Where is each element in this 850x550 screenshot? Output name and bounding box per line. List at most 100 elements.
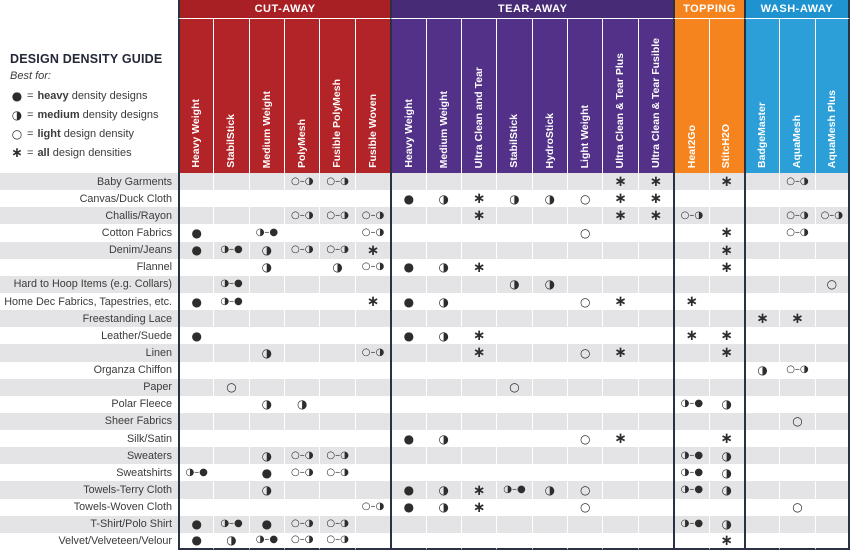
density-cell-empty — [284, 361, 319, 379]
density-cell-medium: ◑ — [248, 258, 284, 276]
column-header: Ultra Clean & Tear Plus — [602, 19, 638, 173]
density-cell-empty — [390, 310, 426, 328]
density-cell-light: ○ — [567, 190, 602, 208]
column-header: StabilStick — [496, 19, 532, 173]
density-cell-empty — [248, 378, 285, 396]
density-cell-empty — [779, 395, 814, 413]
density-cell-medium: ◑ — [496, 275, 532, 293]
density-cell-empty — [213, 447, 249, 465]
row-label: Baby Garments — [0, 173, 178, 191]
density-cell-empty — [390, 412, 426, 431]
density-cell-empty — [637, 464, 673, 482]
column-header-label: Light Weight — [578, 104, 591, 168]
density-cell-empty — [390, 532, 426, 550]
density-cell-empty — [460, 412, 497, 431]
density-cell-empty — [743, 275, 780, 293]
group-header-topping: TOPPING — [673, 0, 744, 19]
density-cell-empty — [354, 515, 391, 533]
density-cell-empty — [319, 412, 355, 431]
density-cell-empty — [284, 430, 319, 448]
density-cell-empty — [178, 481, 214, 499]
density-cell-empty — [496, 258, 531, 276]
density-cell-medium: ◑ — [708, 515, 744, 533]
density-cell-empty — [602, 327, 637, 345]
density-cell-empty — [567, 275, 603, 293]
density-cell-empty — [460, 173, 497, 191]
density-cell-empty — [354, 275, 391, 293]
density-cell-light-medium: ○–◑ — [779, 207, 815, 225]
density-cell-all: ∗ — [460, 190, 496, 208]
density-cell-empty — [567, 173, 603, 191]
density-cell-empty — [708, 292, 744, 311]
density-cell-all: ∗ — [460, 327, 496, 345]
density-cell-medium: ◑ — [425, 190, 461, 208]
density-cell-empty — [425, 412, 461, 431]
density-cell-empty — [743, 430, 779, 448]
density-cell-empty — [354, 395, 390, 413]
density-cell-all: ∗ — [637, 173, 674, 191]
density-cell-empty — [637, 361, 673, 379]
density-cell-all: ∗ — [460, 498, 496, 516]
density-cell-empty — [673, 241, 709, 259]
density-cell-all: ∗ — [637, 190, 673, 208]
row-label: Velvet/Velveteen/Velour — [58, 535, 172, 548]
density-cell-empty — [248, 430, 284, 448]
density-cell-empty — [531, 224, 567, 242]
density-cell-empty — [637, 292, 673, 311]
density-cell-empty — [602, 224, 637, 242]
density-cell-empty — [743, 241, 780, 259]
density-cell-light-medium: ○–◑ — [354, 344, 391, 362]
density-cell-empty — [319, 378, 355, 396]
row-label: Leather/Suede — [101, 329, 172, 342]
density-cell-empty — [496, 241, 532, 259]
density-cell-empty — [743, 292, 779, 311]
density-cell-empty — [567, 258, 602, 276]
density-cell-empty — [602, 378, 638, 396]
density-cell-empty — [425, 173, 461, 191]
density-cell-heavy: ● — [178, 224, 213, 242]
density-cell-light-medium: ○–◑ — [354, 207, 391, 225]
density-cell-empty — [460, 241, 497, 259]
column-header: StitcH2O — [708, 19, 744, 173]
density-cell-empty — [354, 327, 390, 345]
column-header: Fusible PolyMesh — [319, 19, 355, 173]
density-cell-empty — [567, 447, 603, 465]
density-cell-empty — [178, 361, 213, 379]
density-cell-empty — [673, 412, 709, 431]
row-label: Hard to Hoop Items (e.g. Collars) — [0, 275, 178, 293]
density-cell-empty — [178, 310, 214, 328]
density-cell-empty — [779, 327, 814, 345]
column-header: HydroStick — [531, 19, 568, 173]
density-cell-empty — [354, 481, 391, 499]
density-cell-empty — [637, 310, 674, 328]
density-cell-empty — [460, 292, 496, 311]
density-cell-empty — [567, 327, 602, 345]
density-cell-all: ∗ — [708, 258, 744, 276]
density-cell-empty — [708, 310, 744, 328]
density-cell-all: ∗ — [602, 207, 638, 225]
density-cell-empty — [531, 532, 568, 550]
density-cell-empty — [284, 327, 319, 345]
density-cell-empty — [390, 395, 425, 413]
density-cell-empty — [354, 430, 390, 448]
column-header-label: PolyMesh — [296, 118, 309, 168]
column-header-label: Medium Weight — [437, 90, 450, 168]
column-header: Fusible Woven — [354, 19, 391, 173]
density-cell-heavy: ● — [390, 292, 425, 311]
density-cell-empty — [460, 224, 496, 242]
density-cell-empty — [319, 310, 355, 328]
density-cell-empty — [814, 447, 850, 465]
density-cell-empty — [354, 378, 391, 396]
density-cell-empty — [390, 241, 426, 259]
column-header: Ultra Clean & Tear Fusible — [637, 19, 674, 173]
column-header: Light Weight — [567, 19, 603, 173]
density-cell-medium: ◑ — [284, 395, 319, 413]
density-cell-empty — [178, 378, 214, 396]
density-cell-empty — [743, 190, 779, 208]
density-cell-empty — [531, 515, 568, 533]
density-cell-medium: ◑ — [496, 190, 531, 208]
legend-panel: DESIGN DENSITY GUIDE Best for: ● = heavy d… — [0, 0, 178, 173]
density-cell-all: ∗ — [602, 344, 638, 362]
density-cell-heavy: ● — [390, 258, 425, 276]
